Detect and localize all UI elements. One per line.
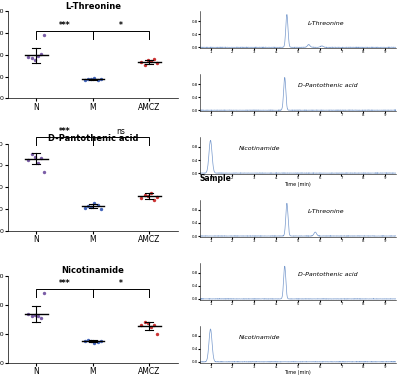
Point — [151, 322, 157, 328]
Text: L-Threonine: L-Threonine — [308, 209, 344, 214]
Point — [154, 194, 160, 200]
Point — [88, 204, 94, 210]
Point — [138, 195, 145, 201]
Point — [144, 193, 151, 199]
Point — [85, 203, 91, 209]
Point — [32, 312, 38, 318]
Point — [85, 76, 91, 82]
Text: D-Pantothenic acid: D-Pantothenic acid — [298, 84, 358, 88]
Point — [94, 77, 101, 83]
Point — [94, 339, 101, 345]
Text: ***: *** — [59, 127, 70, 136]
Point — [138, 59, 145, 65]
Point — [154, 60, 160, 66]
Text: *: * — [119, 22, 123, 30]
Point — [25, 54, 32, 60]
Point — [41, 169, 47, 175]
Point — [91, 200, 98, 206]
Point — [138, 322, 145, 328]
Point — [25, 157, 32, 163]
Text: ns: ns — [117, 127, 126, 136]
Title: L-Threonine: L-Threonine — [65, 2, 121, 11]
Point — [28, 54, 35, 60]
Text: Nicotinamide: Nicotinamide — [239, 335, 280, 340]
Point — [98, 338, 104, 344]
Point — [41, 290, 47, 296]
Point — [148, 324, 154, 330]
Point — [142, 62, 148, 68]
Point — [151, 56, 157, 62]
Point — [35, 313, 41, 319]
Title: Nicotinamide: Nicotinamide — [61, 266, 124, 275]
Text: ***: *** — [59, 22, 70, 30]
Point — [151, 197, 157, 203]
Text: D-Pantothenic acid: D-Pantothenic acid — [298, 272, 358, 277]
Point — [154, 332, 160, 338]
Point — [98, 206, 104, 212]
Text: Sample: Sample — [200, 174, 232, 183]
Title: D-Pantothenic acid: D-Pantothenic acid — [48, 134, 138, 143]
Point — [85, 337, 91, 343]
Point — [144, 57, 151, 63]
Point — [94, 201, 101, 208]
Point — [32, 57, 38, 63]
Point — [82, 205, 88, 211]
Text: Nicotinamide: Nicotinamide — [239, 146, 280, 152]
Point — [41, 32, 47, 38]
X-axis label: Time (min): Time (min) — [284, 370, 311, 375]
Point — [35, 53, 41, 59]
Point — [38, 155, 44, 161]
Point — [88, 338, 94, 344]
Point — [144, 321, 151, 327]
Point — [82, 77, 88, 84]
Point — [148, 58, 154, 64]
Text: L-Threonine: L-Threonine — [308, 20, 344, 26]
Text: *: * — [119, 279, 123, 288]
Point — [38, 51, 44, 57]
Point — [88, 76, 94, 82]
Text: ***: *** — [59, 279, 70, 288]
Point — [142, 192, 148, 198]
Point — [91, 75, 98, 81]
Point — [28, 313, 35, 319]
Point — [82, 338, 88, 344]
Point — [25, 311, 32, 317]
Point — [35, 160, 41, 166]
Point — [98, 76, 104, 82]
Point — [28, 152, 35, 158]
Point — [91, 339, 98, 345]
Point — [142, 319, 148, 325]
X-axis label: Time (min): Time (min) — [284, 182, 311, 187]
Point — [32, 153, 38, 160]
Point — [38, 314, 44, 321]
Point — [148, 189, 154, 195]
